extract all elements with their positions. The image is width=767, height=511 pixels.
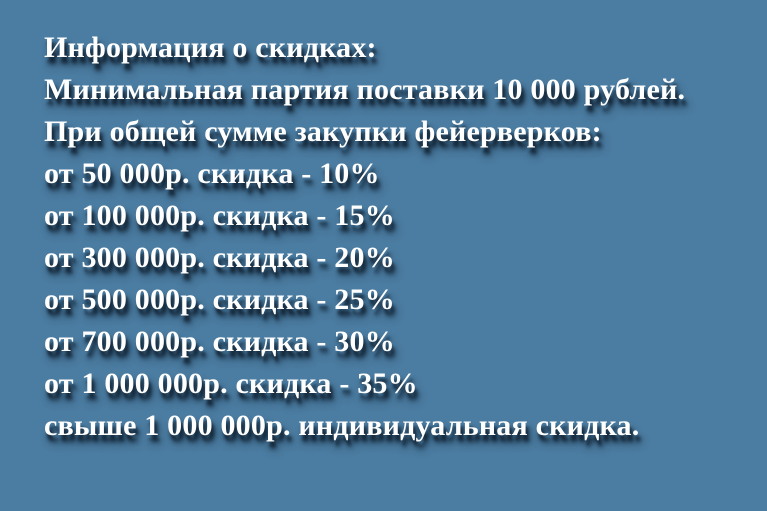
over-max-discount-line: свыше 1 000 000р. индивидуальная скидка. bbox=[44, 409, 640, 442]
discount-tier-line-4: от 500 000р. скидка - 25% bbox=[44, 283, 395, 316]
discount-tier-line-6: от 1 000 000р. скидка - 35% bbox=[44, 367, 418, 400]
discount-tier-line-3: от 300 000р. скидка - 20% bbox=[44, 241, 395, 274]
discount-tier-line-2: от 100 000р. скидка - 15% bbox=[44, 199, 395, 232]
condition-intro-line: При общей сумме закупки фейерверков: bbox=[44, 115, 602, 148]
discount-tier-line-1: от 50 000р. скидка - 10% bbox=[44, 157, 380, 190]
minimum-order-line: Минимальная партия поставки 10 000 рубле… bbox=[44, 73, 686, 106]
discount-tier-line-5: от 700 000р. скидка - 30% bbox=[44, 325, 395, 358]
discount-title: Информация о скидках: bbox=[44, 31, 377, 64]
